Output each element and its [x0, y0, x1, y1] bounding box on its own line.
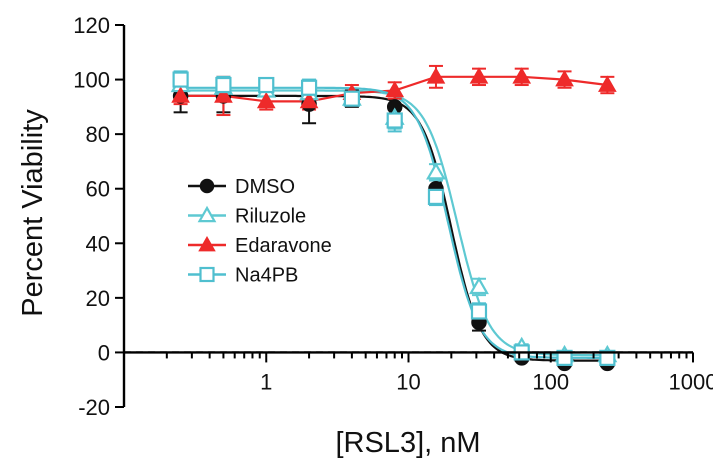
legend-swatch-marker: [198, 236, 216, 252]
na4pb-point: [427, 188, 445, 205]
y-tick-label: 80: [86, 122, 110, 147]
legend-item-na4pb: Na4PB: [188, 265, 298, 287]
legend-item-riluzole: Riluzole: [188, 206, 306, 228]
data-points: [170, 67, 618, 372]
x-axis-title: [RSL3], nM: [335, 427, 480, 459]
y-tick-label: 60: [86, 177, 110, 202]
na4pb-point: [599, 349, 616, 366]
legend-label: Edaravone: [235, 235, 332, 257]
riluzole-point: [426, 162, 446, 180]
y-tick-label: 120: [73, 13, 110, 38]
x-tick-label: 1: [260, 369, 272, 394]
edaravone-point: [598, 75, 617, 92]
legend-item-dmso: DMSO: [188, 176, 295, 198]
y-tick-label: 20: [86, 286, 110, 311]
legend-swatch-marker: [199, 266, 215, 283]
y-tick-label: 100: [73, 68, 110, 93]
edaravone-point: [171, 86, 190, 103]
edaravone-point: [214, 86, 233, 103]
y-tick-label: 0: [98, 340, 110, 365]
na4pb-point: [258, 76, 275, 94]
x-tick-label: 10: [396, 369, 420, 394]
dmso-fit-curve: [180, 94, 608, 362]
na4pb-point: [215, 76, 232, 94]
legend: DMSO Riluzole Edaravone Na4PB: [188, 176, 332, 287]
edaravone-point: [299, 91, 319, 109]
y-axis-title: Percent Viability: [17, 109, 49, 317]
na4pb-point: [386, 112, 403, 129]
y-tick-label: 40: [86, 231, 110, 256]
edaravone-point: [426, 67, 446, 84]
riluzole-point: [469, 276, 489, 295]
edaravone-point: [256, 91, 276, 109]
legend-label: DMSO: [235, 176, 295, 198]
na4pb-point: [172, 71, 189, 88]
legend-swatch-marker: [199, 178, 215, 194]
na4pb-point: [343, 90, 360, 107]
legend-label: Riluzole: [235, 206, 306, 228]
edaravone-point: [469, 67, 489, 84]
legend-swatch-marker: [197, 205, 217, 223]
na4pb-point: [300, 79, 318, 96]
edaravone-point: [385, 80, 405, 98]
y-tick-label: -20: [78, 395, 110, 420]
x-tick-label: 100: [532, 369, 569, 394]
x-tick-label: 1000: [669, 369, 713, 394]
legend-label: Na4PB: [235, 265, 298, 287]
edaravone-point: [555, 70, 574, 87]
na4pb-point: [470, 303, 488, 320]
na4pb-point: [556, 349, 573, 366]
legend-item-edaravone: Edaravone: [188, 235, 332, 257]
edaravone-point: [512, 67, 532, 84]
